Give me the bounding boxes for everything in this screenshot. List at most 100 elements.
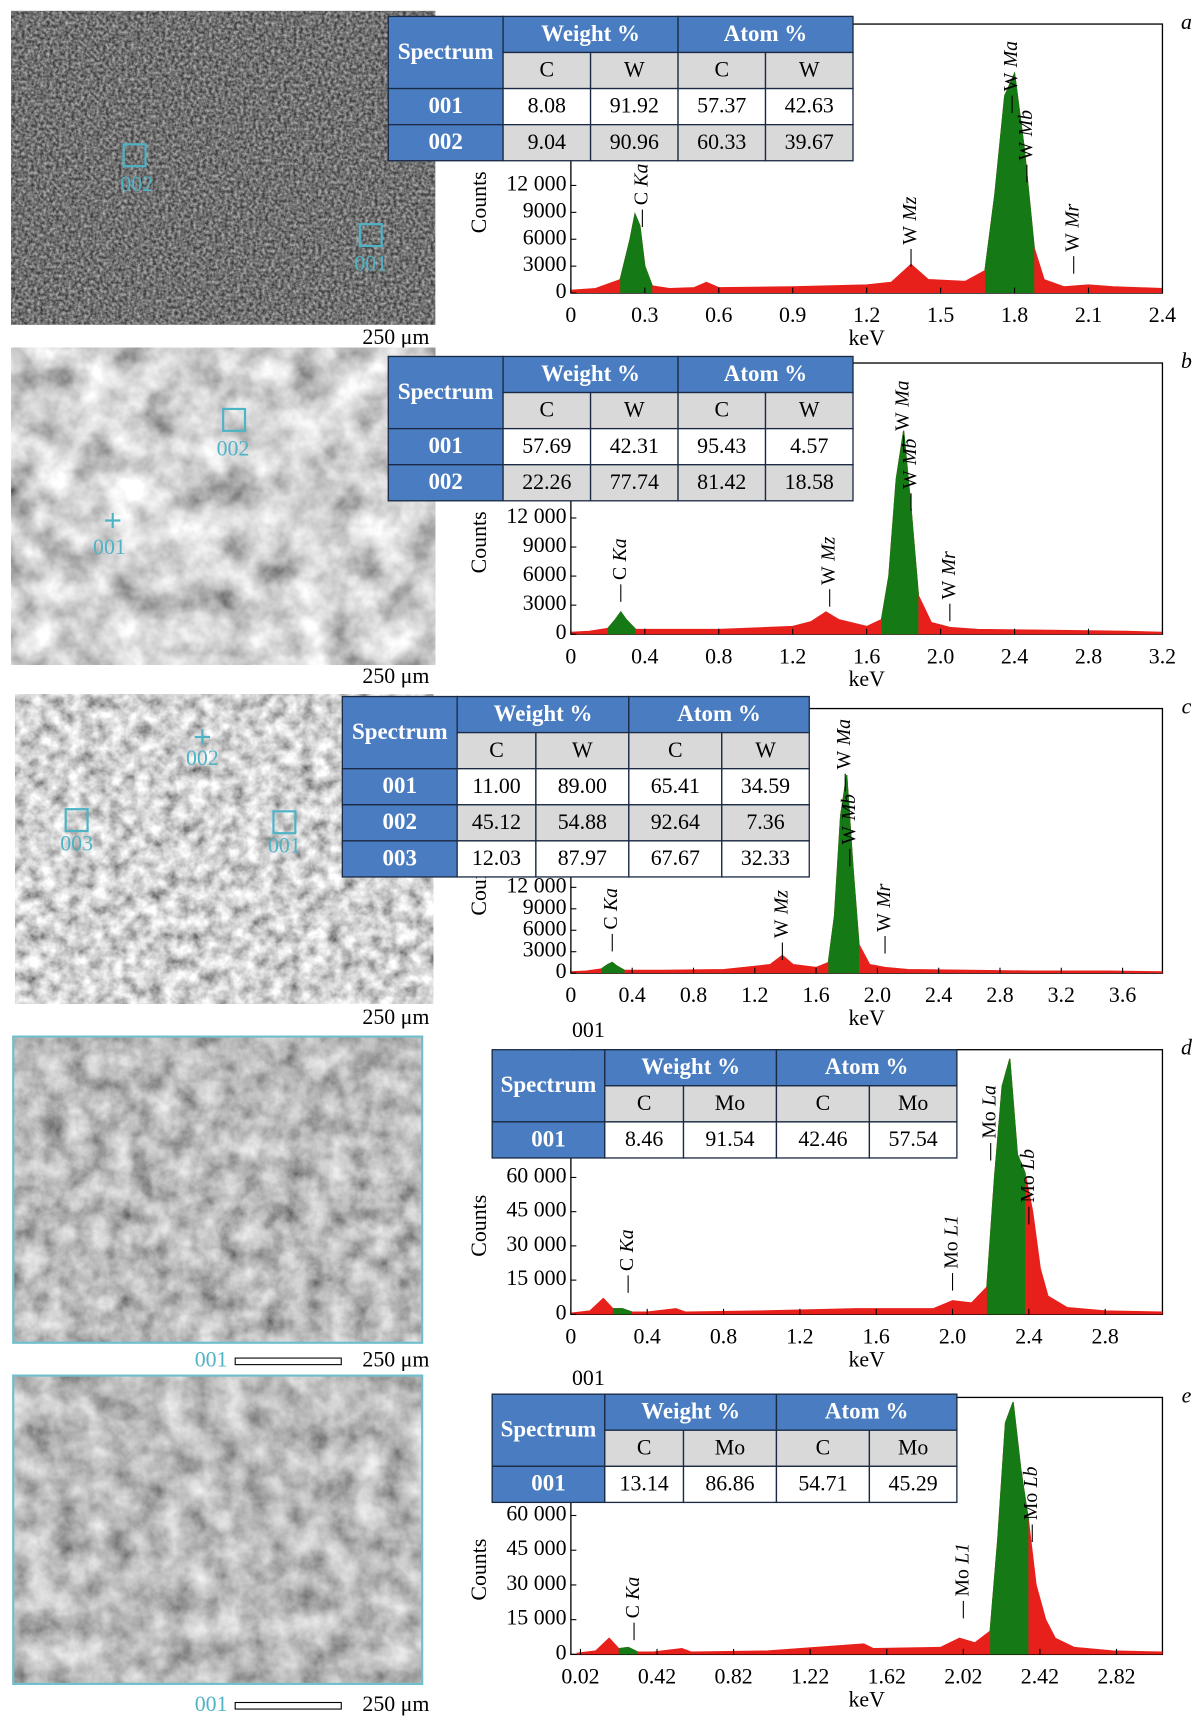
x-tick-label: 1.22	[791, 1664, 829, 1688]
peak-line: Mz	[899, 196, 921, 221]
y-tick-label: 0	[556, 620, 567, 644]
x-tick-label: 1.6	[802, 983, 829, 1007]
x-tick-label: 0.8	[705, 644, 732, 668]
table-cell-text: 57.37	[697, 94, 746, 118]
area-fill	[986, 1058, 1026, 1315]
x-tick-label: 1.5	[927, 303, 954, 327]
table-cell	[589, 464, 679, 502]
spectrum-line	[612, 1058, 1026, 1313]
x-tick-label: 2.0	[939, 1324, 966, 1348]
marker-label: 001	[268, 833, 301, 857]
peak-element: W	[1061, 233, 1083, 252]
sem-image	[13, 1036, 423, 1343]
table-cell	[604, 1121, 685, 1159]
table-cell	[491, 1465, 606, 1504]
x-axis-label: keV	[848, 667, 885, 691]
peak-label: Mo La	[978, 1085, 1000, 1139]
y-tick-label: 60 000	[506, 1163, 566, 1187]
table-header: Weight %	[641, 1054, 740, 1079]
x-tick-label: 0	[565, 1324, 576, 1348]
peak-element: Mo	[1016, 1175, 1038, 1202]
table-cell-text: 42.31	[610, 434, 659, 458]
image-label: 001	[195, 1692, 228, 1716]
x-tick-label: 1.2	[853, 303, 880, 327]
table-cell	[764, 464, 854, 502]
table-cell	[677, 355, 854, 394]
table-cell	[456, 804, 537, 842]
x-tick-label: 3.2	[1048, 983, 1075, 1007]
table-cell-text: 77.74	[610, 470, 659, 494]
table-subheader: Mo	[715, 1435, 745, 1459]
x-tick-label: 2.1	[1075, 303, 1102, 327]
x-tick-label: 0.8	[710, 1324, 737, 1348]
table-subheader: W	[799, 58, 820, 82]
table-header: Spectrum	[501, 1417, 597, 1442]
y-tick-label: 30 000	[506, 1232, 566, 1256]
x-tick-label: 0.4	[634, 1324, 661, 1348]
table-cell	[387, 464, 504, 502]
table-subheader: W	[755, 738, 776, 762]
table-cell	[764, 87, 854, 126]
peak-label: Mo Lb	[1016, 1149, 1038, 1203]
table-cell-text: 91.54	[705, 1127, 754, 1151]
marker-label: 002	[120, 172, 153, 196]
peak-line: Mb	[1014, 110, 1036, 137]
panel-letter: a	[1181, 10, 1192, 34]
x-tick-label: 2.4	[1149, 303, 1176, 327]
table-cell	[775, 1393, 958, 1431]
table-cell	[589, 391, 679, 430]
scale-bar	[234, 1701, 342, 1710]
y-tick-label: 3000	[523, 938, 567, 962]
y-axis-label: Counts	[467, 1195, 491, 1257]
x-tick-label: 0.6	[705, 303, 732, 327]
peak-label: W Ma	[1000, 41, 1022, 91]
sem-image	[11, 347, 436, 665]
x-tick-label: 2.02	[944, 1664, 982, 1688]
chart-title: 001	[572, 1018, 605, 1042]
table-row-header: 001	[383, 773, 417, 798]
peak-line: Lb	[1016, 1149, 1038, 1171]
x-tick-label: 1.62	[868, 1664, 906, 1688]
marker-label: 003	[60, 831, 93, 855]
table-cell-text: 91.92	[610, 94, 659, 118]
peak-element: Mo	[951, 1569, 973, 1596]
x-tick-label: 2.8	[1092, 1324, 1119, 1348]
y-tick-label: 12 000	[506, 171, 566, 195]
peak-line: Mb	[837, 794, 859, 821]
table-cell-text: 7.36	[746, 810, 784, 834]
table-subheader: W	[624, 398, 645, 422]
image-border	[12, 1374, 424, 1686]
marker-label: 001	[93, 535, 126, 559]
table-subheader: C	[816, 1091, 831, 1115]
table-row-header: 001	[531, 1126, 565, 1151]
table-subheader: C	[637, 1091, 652, 1115]
x-tick-label: 0	[565, 983, 576, 1007]
table-cell	[868, 1085, 958, 1123]
table-subheader: C	[540, 58, 555, 82]
marker-square	[272, 810, 297, 835]
table-subheader: W	[624, 58, 645, 82]
y-tick-label: 15 000	[506, 1266, 566, 1290]
x-tick-label: 3.2	[1149, 644, 1176, 668]
y-axis-label: Counts	[467, 1539, 491, 1601]
y-tick-label: 0	[556, 1300, 567, 1324]
peak-label: W Mr	[873, 883, 895, 931]
table-cell	[589, 123, 679, 162]
x-tick-label: 3.6	[1109, 983, 1136, 1007]
peak-line: Mr	[1061, 203, 1083, 228]
table-cell	[868, 1465, 958, 1504]
scale-label: 250 μm	[362, 1692, 429, 1716]
y-tick-label: 0	[556, 959, 567, 983]
table-cell	[764, 427, 854, 466]
area-fill	[612, 1308, 632, 1315]
table-cell	[677, 87, 767, 126]
table-cell-text: 12.03	[472, 846, 521, 870]
peak-line: L1	[940, 1215, 962, 1237]
table-cell	[775, 1465, 871, 1504]
peak-element: W	[837, 825, 859, 844]
peak-element: W	[891, 412, 913, 431]
table-cell	[628, 840, 723, 878]
x-tick-label: 2.82	[1097, 1664, 1135, 1688]
scale-label: 250 μm	[362, 1347, 429, 1371]
